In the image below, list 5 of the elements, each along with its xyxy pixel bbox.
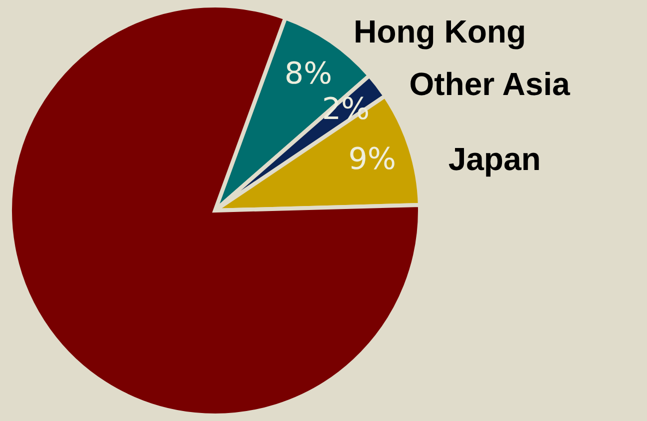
slice-label: Hong Kong [354,13,526,50]
slice-label: Japan [448,140,541,177]
data-label: 8% [284,56,332,92]
data-label: 9% [348,142,396,178]
slice-label: Other Asia [409,66,570,102]
